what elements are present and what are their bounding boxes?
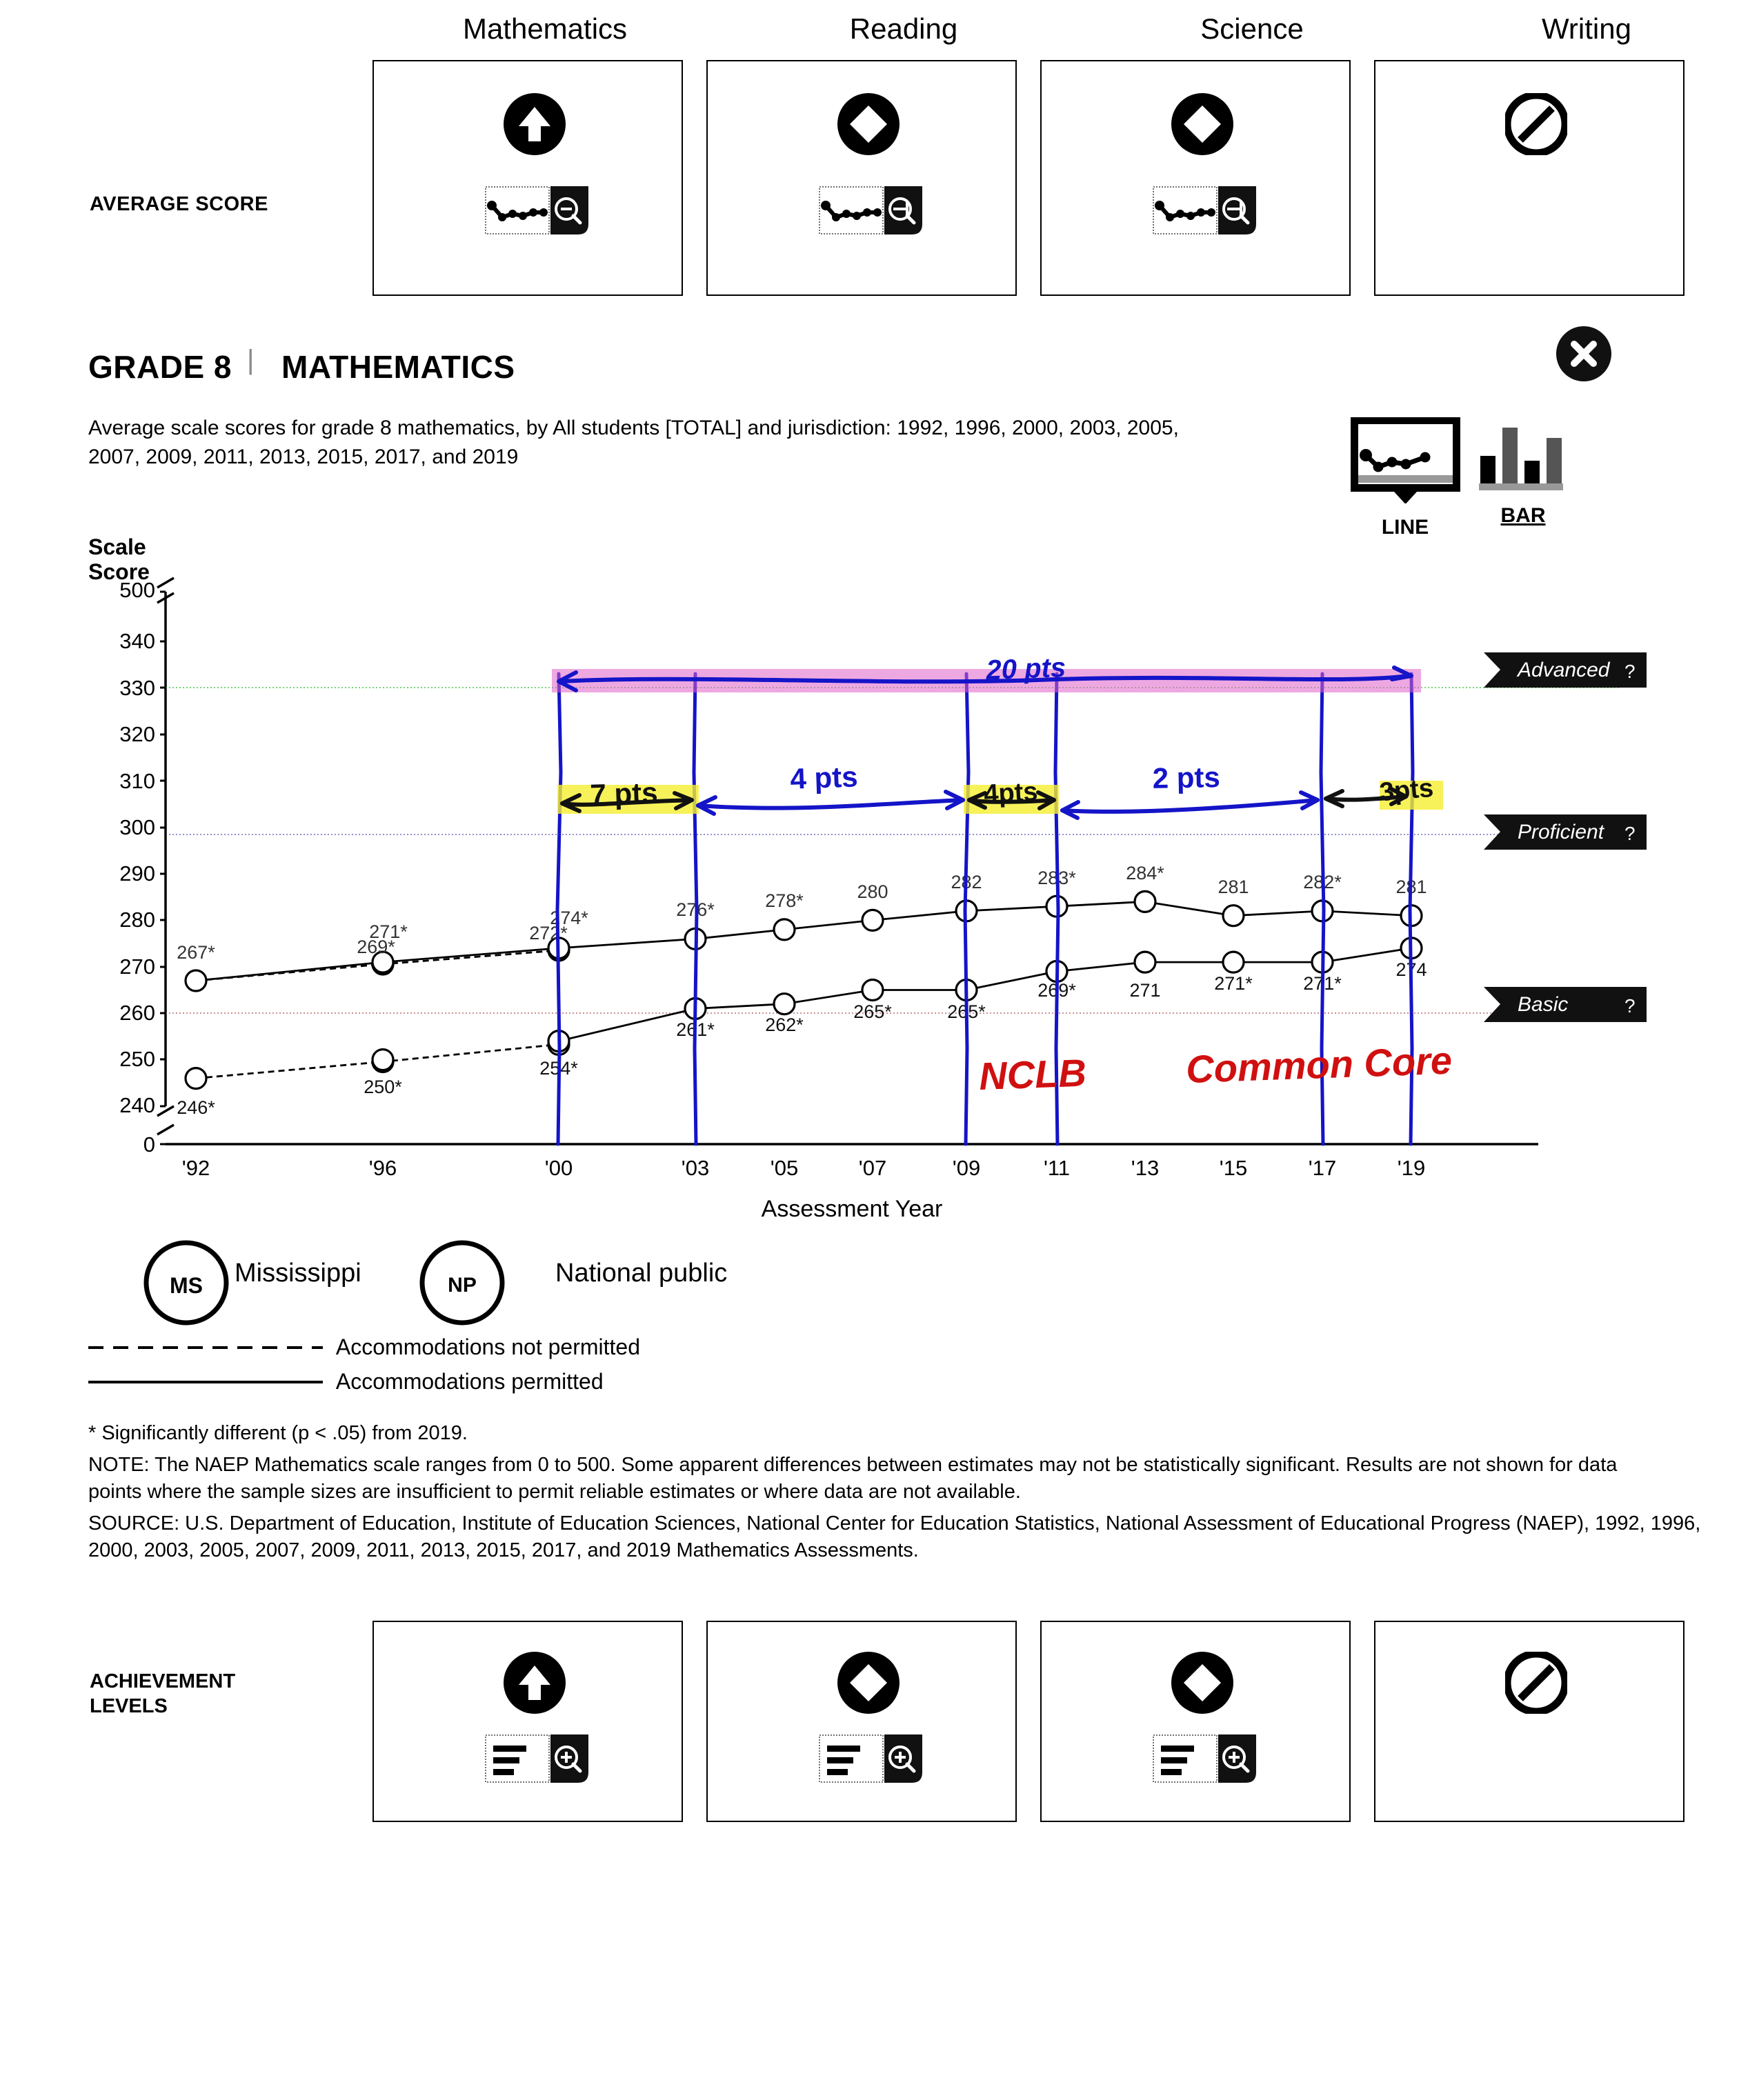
svg-text:NCLB: NCLB bbox=[978, 1051, 1087, 1098]
svg-text:MS: MS bbox=[170, 1273, 203, 1298]
svg-text:NP: NP bbox=[448, 1274, 477, 1297]
svg-text:4pts: 4pts bbox=[983, 777, 1038, 809]
svg-text:2 pts: 2 pts bbox=[1152, 761, 1220, 794]
svg-text:Common Core: Common Core bbox=[1185, 1039, 1453, 1091]
svg-text:3pts: 3pts bbox=[1378, 774, 1435, 808]
svg-text:20 pts: 20 pts bbox=[985, 652, 1066, 686]
